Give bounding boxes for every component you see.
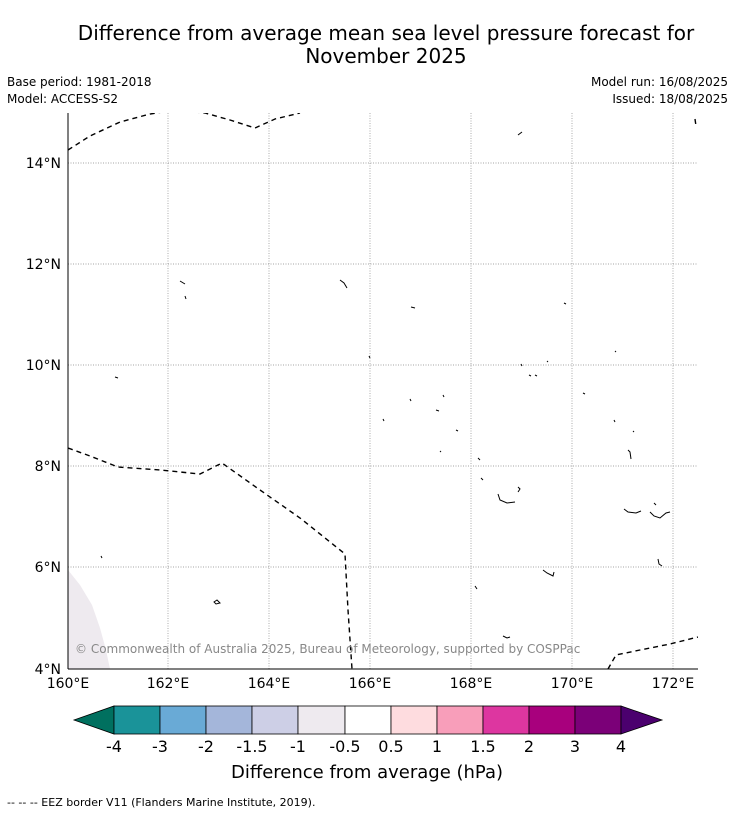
- colorbar-segment: [436, 705, 484, 735]
- colorbar-label: Difference from average (hPa): [231, 762, 503, 783]
- colorbar-tick-label: -2: [198, 737, 214, 756]
- colorbar-tick-label: -1: [290, 737, 306, 756]
- chart-title: Difference from average mean sea level p…: [40, 22, 732, 68]
- title-line-1: Difference from average mean sea level p…: [77, 21, 695, 45]
- colorbar-segment: [113, 705, 161, 735]
- issued-date: Issued: 18/08/2025: [612, 92, 728, 106]
- colorbar-segment: [390, 705, 438, 735]
- eez-border-southeast: [607, 636, 698, 669]
- colorbar-tick-label: -4: [106, 737, 122, 756]
- lat-labels: 14°N 12°N 10°N 8°N 6°N 4°N: [26, 156, 61, 678]
- title-line-2: November 2025: [305, 44, 467, 68]
- base-period: Base period: 1981-2018: [7, 75, 152, 89]
- lon-label: 164°E: [248, 676, 291, 692]
- colorbar-segment: [574, 705, 622, 735]
- eez-borders: [68, 113, 698, 669]
- lon-labels: 160°E 162°E 164°E 166°E 168°E 170°E 172°…: [47, 676, 695, 692]
- lat-label: 4°N: [35, 662, 61, 678]
- map-panel: [68, 113, 698, 669]
- lon-label: 166°E: [349, 676, 392, 692]
- lon-label: 168°E: [450, 676, 493, 692]
- lat-label: 6°N: [35, 560, 61, 576]
- meta-right: Model run: 16/08/2025 Issued: 18/08/2025: [591, 74, 728, 108]
- lat-label: 10°N: [26, 358, 61, 374]
- lon-label: 172°E: [652, 676, 695, 692]
- model-run: Model run: 16/08/2025: [590, 75, 728, 89]
- lat-label: 12°N: [26, 257, 61, 273]
- map-frame: [67, 113, 698, 670]
- colorbar: [72, 705, 664, 735]
- colorbar-tick-label: 3: [570, 737, 580, 756]
- colorbar-tick-label: -3: [152, 737, 168, 756]
- colorbar-segment: [528, 705, 576, 735]
- colorbar-segment: [344, 705, 392, 735]
- lon-label: 170°E: [551, 676, 594, 692]
- eez-border-northeast: [694, 118, 697, 127]
- islands: [100, 131, 671, 639]
- eez-border-north: [68, 113, 301, 151]
- lon-label: 162°E: [147, 676, 190, 692]
- colorbar-segment: [482, 705, 530, 735]
- colorbar-extend-high: [620, 705, 664, 735]
- colorbar-tick-label: 1: [432, 737, 442, 756]
- colorbar-segment: [251, 705, 299, 735]
- lat-label: 14°N: [26, 156, 61, 172]
- colorbar-segment: [159, 705, 207, 735]
- colorbar-tick-label: 0.5: [378, 737, 403, 756]
- lon-label: 160°E: [47, 676, 90, 692]
- lat-label: 8°N: [35, 459, 61, 475]
- copyright-text: © Commonwealth of Australia 2025, Bureau…: [75, 642, 580, 656]
- meta-left: Base period: 1981-2018 Model: ACCESS-S2: [7, 74, 152, 108]
- eez-border-middle: [68, 447, 353, 669]
- shaded-region: [68, 570, 110, 669]
- colorbar-tick-label: 4: [616, 737, 626, 756]
- colorbar-extend-low: [72, 705, 115, 735]
- colorbar-segment: [297, 705, 346, 735]
- colorbar-tick-label: 1.5: [470, 737, 495, 756]
- gridlines: [68, 113, 698, 669]
- model-name: Model: ACCESS-S2: [7, 92, 119, 106]
- legend-footer: -- -- -- EEZ border V11 (Flanders Marine…: [7, 796, 316, 809]
- colorbar-tick-label: 2: [524, 737, 534, 756]
- colorbar-tick-label: -1.5: [236, 737, 267, 756]
- colorbar-segment: [205, 705, 253, 735]
- colorbar-tick-label: -0.5: [329, 737, 360, 756]
- colorbar-ticks: -4 -3 -2 -1.5 -1 -0.5 0.5 1 1.5 2 3 4: [106, 737, 626, 756]
